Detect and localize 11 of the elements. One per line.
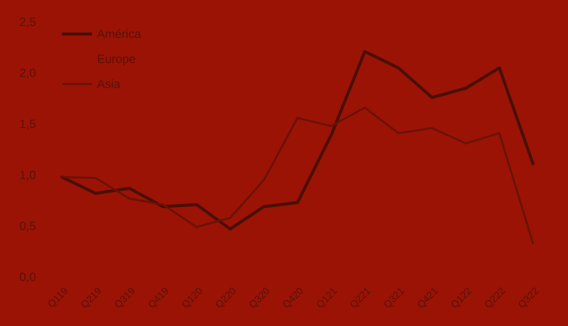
y-tick-label: 0,0	[19, 270, 36, 284]
line-series	[61, 106, 534, 244]
text: Europe	[97, 52, 136, 66]
line-series	[60, 50, 534, 231]
y-tick-label: 0,5	[19, 219, 36, 234]
y-tick-label: 2,0	[19, 66, 36, 80]
legend-label: América	[97, 27, 142, 42]
y-tick-label: 1,0	[19, 168, 36, 182]
y-tick-label: 2,5	[19, 15, 36, 30]
legend-label: Asia	[97, 77, 121, 92]
y-tick-label: 1,5	[19, 117, 36, 132]
